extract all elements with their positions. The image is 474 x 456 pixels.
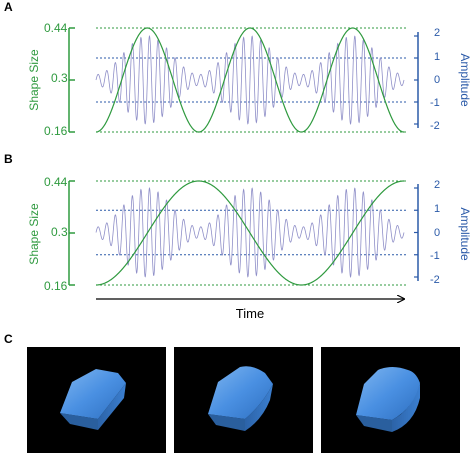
panel-a-shape-size-series <box>95 27 405 133</box>
shape-1-side <box>60 413 98 430</box>
panel-b-left-tick-03: 0.3 <box>51 225 68 239</box>
shape-2-front-right <box>245 384 273 431</box>
shape-1-top <box>60 369 126 419</box>
panel-a: A 0.44 0.3 0.16 Shape Size 2 1 0 -1 -2 A… <box>4 0 472 138</box>
panel-b-right-tick-minus2: -2 <box>430 274 440 286</box>
panel-a-right-tick-minus1: -1 <box>430 97 440 109</box>
shape-3 <box>356 367 420 432</box>
panel-a-right-tick-2: 2 <box>434 27 440 39</box>
panel-a-right-tick-1: 1 <box>434 51 440 63</box>
panel-a-left-tick-016: 0.16 <box>44 124 68 138</box>
shape-2 <box>208 366 273 431</box>
shape-1 <box>60 369 126 430</box>
shape-2-top <box>208 366 273 419</box>
shape-2-side <box>208 414 245 431</box>
panel-a-amplitude-series <box>95 35 405 125</box>
panel-a-axes <box>68 27 419 133</box>
shape-3-side <box>356 415 392 432</box>
panel-b-left-tick-044: 0.44 <box>44 175 68 189</box>
panel-b: B 0.44 0.3 0.16 Shape Size 2 1 0 -1 -2 A… <box>4 152 472 293</box>
panel-b-right-axis-label: Amplitude <box>458 207 472 261</box>
panel-b-right-tick-minus1: -1 <box>430 250 440 262</box>
panel-letter-a: A <box>4 0 13 14</box>
panel-b-shape-size-series <box>95 180 405 286</box>
panel-b-left-axis-label: Shape Size <box>27 203 41 265</box>
render-2 <box>174 347 313 453</box>
panel-a-right-axis-label: Amplitude <box>458 53 472 107</box>
panel-b-left-tick-016: 0.16 <box>44 279 68 293</box>
shape-1-front-right <box>98 383 126 430</box>
panel-b-right-tick-2: 2 <box>434 179 440 191</box>
time-axis: Time <box>96 299 404 321</box>
panel-a-left-axis-label: Shape Size <box>27 49 41 111</box>
panel-c: C <box>4 332 460 453</box>
render-3 <box>321 347 460 453</box>
panel-letter-b: B <box>4 152 13 166</box>
panel-b-axes <box>68 180 419 286</box>
panel-b-labels: 0.44 0.3 0.16 Shape Size 2 1 0 -1 -2 Amp… <box>27 175 472 293</box>
panel-a-right-tick-0: 0 <box>434 74 440 86</box>
panel-b-right-tick-0: 0 <box>434 227 440 239</box>
shape-3-top <box>356 367 420 420</box>
time-axis-label: Time <box>236 306 264 321</box>
panel-a-right-tick-minus2: -2 <box>430 120 440 132</box>
shape-3-front-right <box>392 383 420 432</box>
panel-b-right-tick-1: 1 <box>434 203 440 215</box>
panel-a-left-tick-044: 0.44 <box>44 21 68 35</box>
panel-a-left-tick-03: 0.3 <box>51 71 68 85</box>
render-1 <box>27 347 166 453</box>
panel-a-labels: 0.44 0.3 0.16 Shape Size 2 1 0 -1 -2 Amp… <box>27 21 472 138</box>
panel-letter-c: C <box>4 332 13 346</box>
